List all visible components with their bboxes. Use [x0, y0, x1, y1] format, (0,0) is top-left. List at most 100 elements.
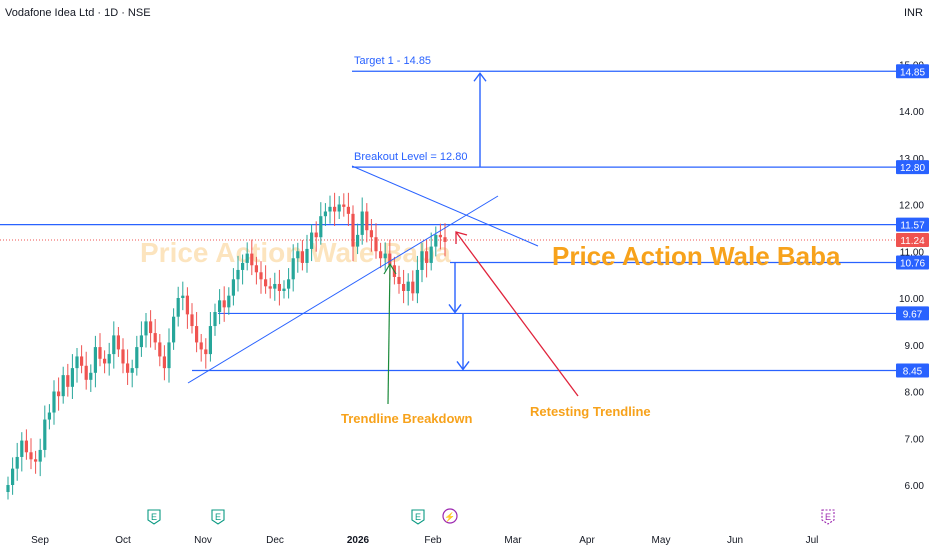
target-arrow[interactable] [473, 72, 487, 168]
candle[interactable] [342, 193, 346, 217]
candle[interactable] [425, 240, 429, 278]
candle[interactable] [107, 342, 111, 376]
candle[interactable] [47, 404, 51, 430]
candle[interactable] [310, 224, 314, 262]
candle[interactable] [273, 272, 277, 301]
candle[interactable] [135, 335, 139, 376]
candle[interactable] [11, 457, 15, 495]
candle[interactable] [185, 287, 189, 329]
candle[interactable] [259, 261, 263, 294]
dividend-event-icon[interactable]: ⚡ [442, 508, 458, 524]
candle[interactable] [112, 321, 116, 369]
candle[interactable] [411, 270, 415, 301]
candle[interactable] [84, 351, 88, 390]
level-badge-10.76[interactable]: 10.76 [896, 255, 929, 270]
level-badge-9.67[interactable]: 9.67 [896, 306, 929, 321]
candle[interactable] [121, 338, 125, 374]
earnings-event-icon[interactable]: E [821, 509, 835, 525]
candle[interactable] [365, 203, 369, 243]
candle[interactable] [139, 321, 143, 357]
candle[interactable] [162, 345, 166, 381]
candle[interactable] [52, 380, 56, 425]
candle[interactable] [360, 197, 364, 245]
candle[interactable] [268, 277, 272, 299]
first-down-arrow[interactable] [448, 262, 462, 314]
candle[interactable] [374, 223, 378, 259]
candle[interactable] [70, 354, 74, 399]
retest-arrow[interactable] [455, 231, 579, 397]
candle[interactable] [38, 438, 42, 477]
candle[interactable] [402, 269, 406, 304]
earnings-event-icon[interactable]: E [147, 509, 161, 525]
candle[interactable] [20, 432, 24, 472]
candle[interactable] [333, 192, 337, 227]
current-price-badge[interactable]: 11.24 [896, 233, 929, 248]
candle[interactable] [434, 226, 438, 257]
candle[interactable] [227, 287, 231, 315]
candle[interactable] [158, 333, 162, 367]
candle[interactable] [287, 268, 291, 299]
candle[interactable] [34, 450, 38, 474]
level-badge-14.85[interactable]: 14.85 [896, 64, 929, 79]
candle[interactable] [250, 239, 254, 276]
candle[interactable] [213, 303, 217, 336]
candle[interactable] [98, 333, 102, 367]
candle[interactable] [208, 312, 212, 362]
candle[interactable] [57, 377, 61, 411]
candle[interactable] [24, 429, 28, 460]
earnings-event-icon[interactable]: E [411, 509, 425, 525]
candle[interactable] [181, 281, 185, 311]
candle[interactable] [300, 240, 304, 271]
second-down-arrow[interactable] [456, 313, 470, 371]
candle[interactable] [383, 242, 387, 271]
candle[interactable] [43, 405, 47, 458]
candle[interactable] [346, 192, 350, 227]
candle[interactable] [291, 244, 295, 292]
candle[interactable] [282, 280, 286, 299]
candle[interactable] [369, 218, 373, 252]
candle[interactable] [351, 205, 355, 262]
candle[interactable] [204, 338, 208, 369]
candle[interactable] [222, 286, 226, 322]
candle[interactable] [241, 254, 245, 285]
candle[interactable] [176, 286, 180, 327]
candle[interactable] [116, 326, 120, 357]
level-badge-12.80[interactable]: 12.80 [896, 160, 929, 175]
candle[interactable] [172, 308, 176, 350]
falling-trendline[interactable] [351, 165, 539, 247]
candle[interactable] [319, 202, 323, 245]
candle[interactable] [144, 312, 148, 348]
candle[interactable] [420, 242, 424, 283]
candle[interactable] [438, 223, 442, 250]
candle[interactable] [337, 196, 341, 219]
candle[interactable] [89, 364, 93, 392]
candle[interactable] [153, 319, 157, 350]
candle[interactable] [277, 269, 281, 306]
trendline-breakdown-arrow[interactable] [383, 262, 397, 405]
candle[interactable] [254, 256, 258, 285]
candle[interactable] [379, 242, 383, 269]
candle[interactable] [245, 242, 249, 271]
candle[interactable] [314, 221, 318, 252]
candle[interactable] [199, 333, 203, 362]
candle[interactable] [190, 303, 194, 334]
candle[interactable] [61, 366, 65, 404]
candle[interactable] [443, 223, 447, 257]
candle[interactable] [356, 223, 360, 255]
earnings-event-icon[interactable]: E [211, 509, 225, 525]
candle[interactable] [29, 438, 33, 470]
level-badge-8.45[interactable]: 8.45 [896, 363, 929, 378]
candle[interactable] [415, 255, 419, 304]
candle[interactable] [15, 442, 19, 481]
candle[interactable] [126, 349, 130, 385]
candle[interactable] [80, 345, 84, 374]
candle[interactable] [296, 242, 300, 273]
candle[interactable] [75, 348, 79, 383]
candle[interactable] [323, 203, 327, 227]
candle[interactable] [264, 265, 268, 294]
candle[interactable] [218, 289, 222, 325]
candle[interactable] [231, 268, 235, 306]
symbol-title[interactable]: Vodafone Idea Ltd · 1D · NSE [5, 7, 151, 19]
